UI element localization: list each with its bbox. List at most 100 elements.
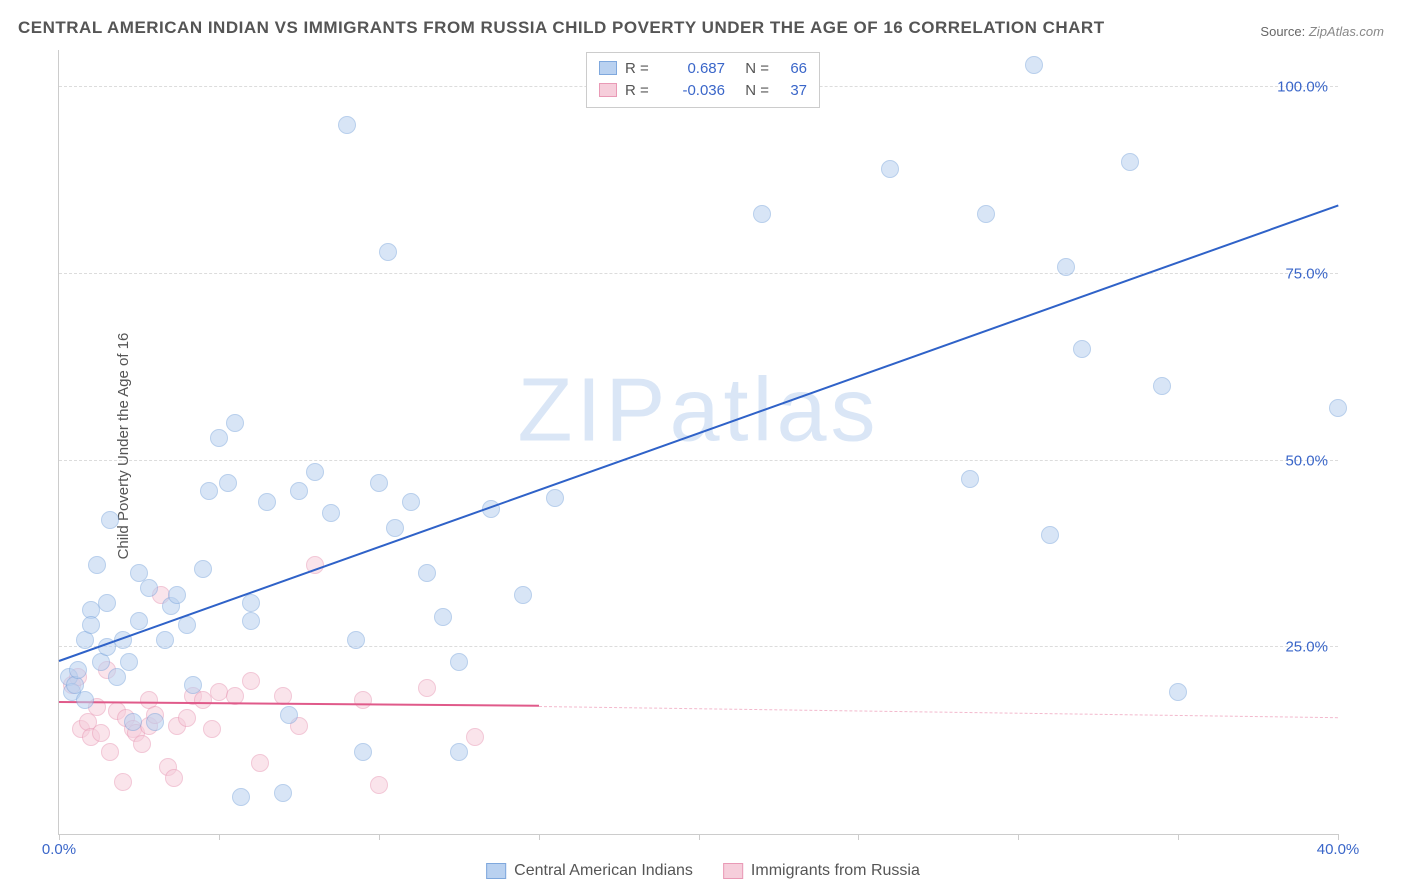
x-tick-mark [1178, 834, 1179, 840]
grid-line-h [59, 460, 1338, 461]
data-point-series1 [1025, 56, 1043, 74]
trend-line [539, 706, 1338, 718]
data-point-series1 [140, 579, 158, 597]
legend-item-series1: Central American Indians [486, 862, 693, 880]
data-point-series2 [165, 769, 183, 787]
y-tick-label: 25.0% [1285, 639, 1328, 656]
series-legend: Central American Indians Immigrants from… [486, 862, 920, 880]
data-point-series1 [98, 594, 116, 612]
data-point-series1 [232, 788, 250, 806]
data-point-series2 [133, 735, 151, 753]
data-point-series1 [124, 713, 142, 731]
watermark: ZIPatlas [517, 359, 879, 462]
source-value: ZipAtlas.com [1309, 24, 1384, 39]
data-point-series1 [881, 160, 899, 178]
data-point-series2 [251, 754, 269, 772]
data-point-series1 [347, 631, 365, 649]
data-point-series1 [194, 560, 212, 578]
data-point-series1 [88, 556, 106, 574]
data-point-series1 [156, 631, 174, 649]
data-point-series1 [146, 713, 164, 731]
y-tick-label: 75.0% [1285, 266, 1328, 283]
data-point-series2 [92, 724, 110, 742]
y-tick-label: 50.0% [1285, 452, 1328, 469]
legend-swatch-series1 [486, 863, 506, 879]
x-tick-mark [1338, 834, 1339, 840]
data-point-series1 [130, 612, 148, 630]
data-point-series1 [101, 511, 119, 529]
x-tick-mark [539, 834, 540, 840]
legend-label-series2: Immigrants from Russia [751, 862, 920, 880]
n-value-series2: 37 [777, 82, 807, 99]
data-point-series1 [977, 205, 995, 223]
data-point-series1 [200, 482, 218, 500]
r-label: R = [625, 60, 655, 77]
data-point-series1 [322, 504, 340, 522]
data-point-series1 [108, 668, 126, 686]
data-point-series1 [386, 519, 404, 537]
n-value-series1: 66 [777, 60, 807, 77]
trend-line [59, 701, 539, 707]
legend-swatch-series2 [723, 863, 743, 879]
data-point-series1 [379, 243, 397, 261]
legend-row-series1: R = 0.687 N = 66 [599, 57, 807, 79]
data-point-series1 [370, 474, 388, 492]
legend-swatch-series1 [599, 61, 617, 75]
data-point-series1 [274, 784, 292, 802]
data-point-series1 [753, 205, 771, 223]
data-point-series1 [961, 470, 979, 488]
legend-row-series2: R = -0.036 N = 37 [599, 79, 807, 101]
r-label: R = [625, 82, 655, 99]
x-tick-mark [219, 834, 220, 840]
data-point-series1 [1329, 399, 1347, 417]
data-point-series1 [402, 493, 420, 511]
data-point-series1 [306, 463, 324, 481]
chart-title: CENTRAL AMERICAN INDIAN VS IMMIGRANTS FR… [18, 18, 1105, 38]
data-point-series1 [418, 564, 436, 582]
data-point-series1 [210, 429, 228, 447]
y-tick-label: 100.0% [1277, 79, 1328, 96]
data-point-series2 [370, 776, 388, 794]
legend-swatch-series2 [599, 83, 617, 97]
r-value-series2: -0.036 [663, 82, 725, 99]
data-point-series1 [168, 586, 186, 604]
data-point-series1 [242, 594, 260, 612]
source-label: Source: [1260, 24, 1305, 39]
x-tick-mark [59, 834, 60, 840]
data-point-series1 [514, 586, 532, 604]
data-point-series1 [434, 608, 452, 626]
x-tick-mark [379, 834, 380, 840]
data-point-series1 [1057, 258, 1075, 276]
data-point-series2 [354, 691, 372, 709]
data-point-series1 [82, 616, 100, 634]
data-point-series1 [546, 489, 564, 507]
data-point-series1 [338, 116, 356, 134]
x-tick-label: 40.0% [1317, 841, 1360, 858]
x-tick-mark [699, 834, 700, 840]
data-point-series1 [1073, 340, 1091, 358]
data-point-series1 [1169, 683, 1187, 701]
data-point-series1 [450, 653, 468, 671]
n-label: N = [733, 60, 769, 77]
grid-line-h [59, 646, 1338, 647]
data-point-series1 [258, 493, 276, 511]
data-point-series1 [120, 653, 138, 671]
data-point-series1 [184, 676, 202, 694]
n-label: N = [733, 82, 769, 99]
data-point-series1 [1121, 153, 1139, 171]
legend-label-series1: Central American Indians [514, 862, 693, 880]
x-tick-label: 0.0% [42, 841, 76, 858]
watermark-zip: ZIP [517, 360, 669, 460]
data-point-series1 [1041, 526, 1059, 544]
data-point-series1 [219, 474, 237, 492]
data-point-series2 [178, 709, 196, 727]
data-point-series1 [242, 612, 260, 630]
watermark-atlas: atlas [669, 360, 879, 460]
source-credit: Source: ZipAtlas.com [1260, 24, 1384, 39]
data-point-series1 [290, 482, 308, 500]
legend-item-series2: Immigrants from Russia [723, 862, 920, 880]
data-point-series2 [203, 720, 221, 738]
correlation-legend: R = 0.687 N = 66 R = -0.036 N = 37 [586, 52, 820, 108]
data-point-series1 [280, 706, 298, 724]
data-point-series2 [114, 773, 132, 791]
